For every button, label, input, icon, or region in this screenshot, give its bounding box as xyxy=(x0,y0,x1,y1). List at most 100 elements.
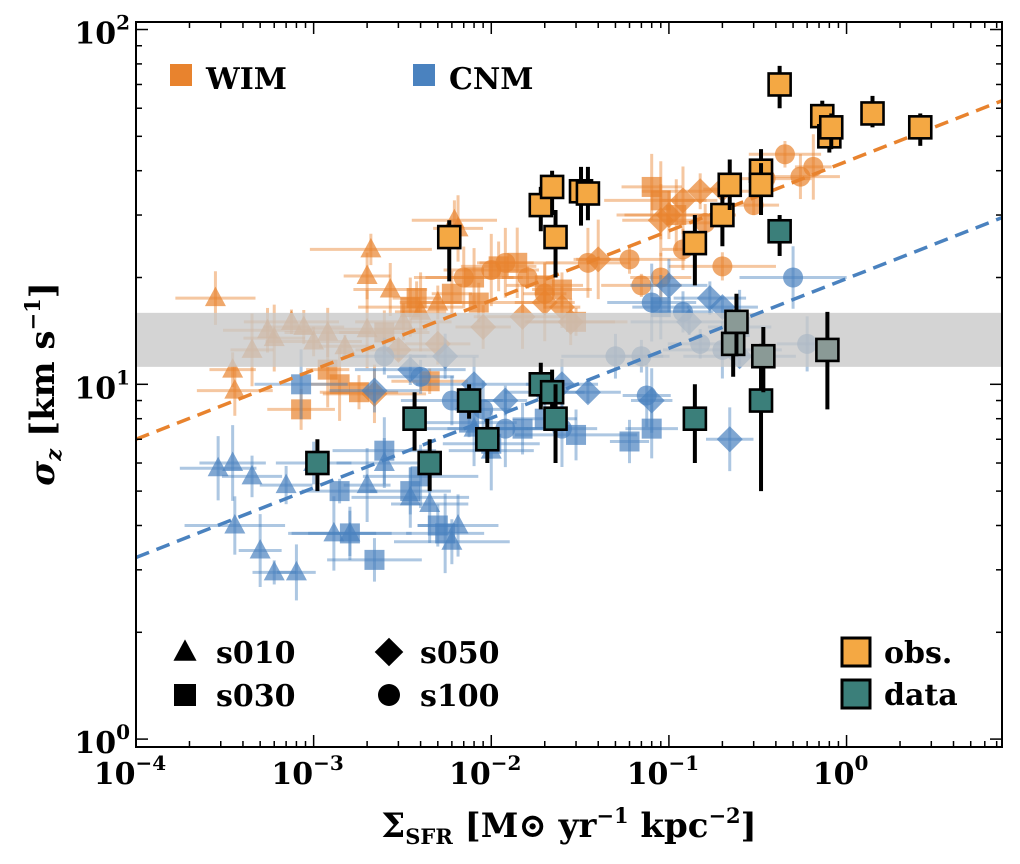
data-point xyxy=(222,451,244,472)
y-axis-label-sigma: σ xyxy=(23,460,63,486)
x-tick-label: 10−2 xyxy=(449,751,521,792)
data-point xyxy=(712,256,733,277)
data-point xyxy=(716,426,743,453)
data-point xyxy=(495,252,516,273)
data-point xyxy=(323,521,345,542)
legend-item-s010: s010 xyxy=(173,636,296,671)
legends: WIM CNM s010 s030 s050 s100 obs. data xyxy=(170,62,958,714)
x-axis-label-exp1: −1 xyxy=(596,803,628,828)
data-point xyxy=(329,374,350,395)
legend-label: CNM xyxy=(449,62,534,97)
data-point xyxy=(636,385,657,406)
data-point xyxy=(655,272,682,299)
y-tick-label: 101 xyxy=(74,365,130,406)
data-point xyxy=(224,379,246,399)
x-tick-label: 10−4 xyxy=(94,751,167,792)
data-point xyxy=(348,382,369,403)
legend-swatch xyxy=(413,64,435,86)
data-point xyxy=(751,343,776,369)
data-point xyxy=(818,115,844,140)
data-point xyxy=(783,267,804,288)
data-point xyxy=(435,523,456,544)
data-point xyxy=(275,473,297,494)
data-point xyxy=(291,399,312,420)
x-tick-label-exp: −1 xyxy=(668,751,699,775)
data-point xyxy=(453,267,474,288)
data-point xyxy=(492,387,519,414)
obs-points xyxy=(436,65,933,286)
data-point xyxy=(204,286,226,307)
y-tick-label-exp: 0 xyxy=(116,720,130,744)
x-tick-label-base: 10 xyxy=(271,757,313,792)
fit-line-wim xyxy=(136,99,1002,441)
series-wim-circle xyxy=(413,134,840,309)
data-point xyxy=(512,418,533,439)
data-point xyxy=(417,450,442,476)
legend-item-s050: s050 xyxy=(374,636,500,671)
y-tick-label-base: 10 xyxy=(74,371,116,406)
data-point xyxy=(539,379,565,405)
data-point xyxy=(207,456,229,477)
legend-label: s030 xyxy=(216,679,296,714)
data-point xyxy=(720,331,746,357)
y-axis-label-close: ] xyxy=(23,282,63,298)
data-point xyxy=(539,174,565,200)
legend-marker xyxy=(374,637,404,667)
data-point xyxy=(285,560,307,581)
data-point xyxy=(249,539,271,559)
x-tick-label: 100 xyxy=(813,751,869,792)
data-point xyxy=(551,279,572,300)
y-tick-label-exp: 2 xyxy=(116,11,130,35)
data-point xyxy=(655,202,682,229)
legend-label: obs. xyxy=(884,636,952,671)
y-axis-label: σz [km s−1] xyxy=(20,282,66,486)
y-axis-label-exp: −1 xyxy=(20,298,45,330)
legend-item-obs: obs. xyxy=(840,636,952,671)
data-point xyxy=(224,513,246,534)
legend-label: data xyxy=(884,678,958,713)
data-point xyxy=(436,224,462,250)
x-tick-label-base: 10 xyxy=(627,757,669,792)
fit-line-cnm xyxy=(136,215,1002,560)
data-point xyxy=(410,366,431,387)
data-point xyxy=(907,115,933,140)
y-tick-label-exp: 1 xyxy=(116,365,130,389)
y-axis-label-text: [km s xyxy=(23,330,63,448)
data-point xyxy=(534,283,555,304)
data-point xyxy=(682,406,708,431)
x-tick-label: 10−1 xyxy=(627,751,699,792)
data-point xyxy=(724,309,749,335)
legend-marker xyxy=(174,684,196,706)
legend-marker xyxy=(378,684,400,706)
data-point xyxy=(682,230,708,256)
data-point xyxy=(495,418,516,439)
data-point xyxy=(427,291,449,311)
data-point xyxy=(767,72,792,97)
x-axis-label-text: [M⊙ yr xyxy=(453,806,598,846)
x-tick-label: 10−3 xyxy=(271,751,343,792)
data-point xyxy=(364,549,385,570)
data-point xyxy=(619,431,640,452)
y-tick-label-base: 10 xyxy=(74,726,116,761)
data-point xyxy=(767,218,792,244)
y-tick-label: 102 xyxy=(74,11,130,52)
data-point xyxy=(641,292,662,313)
y-tick-label-base: 10 xyxy=(74,17,116,52)
data-points xyxy=(305,215,840,492)
x-tick-label-base: 10 xyxy=(94,757,136,792)
data-point xyxy=(669,187,696,214)
data-point xyxy=(406,288,427,309)
data-point xyxy=(222,358,244,378)
data-point xyxy=(543,406,568,431)
data-point xyxy=(291,374,312,395)
y-axis-label-subscript: z xyxy=(41,448,66,462)
data-point xyxy=(631,275,652,296)
data-point xyxy=(263,560,285,581)
legend-item-data: data xyxy=(840,678,958,713)
data-point xyxy=(360,237,382,258)
data-point xyxy=(402,406,427,431)
legend-swatch xyxy=(840,636,872,668)
data-point xyxy=(575,181,601,206)
